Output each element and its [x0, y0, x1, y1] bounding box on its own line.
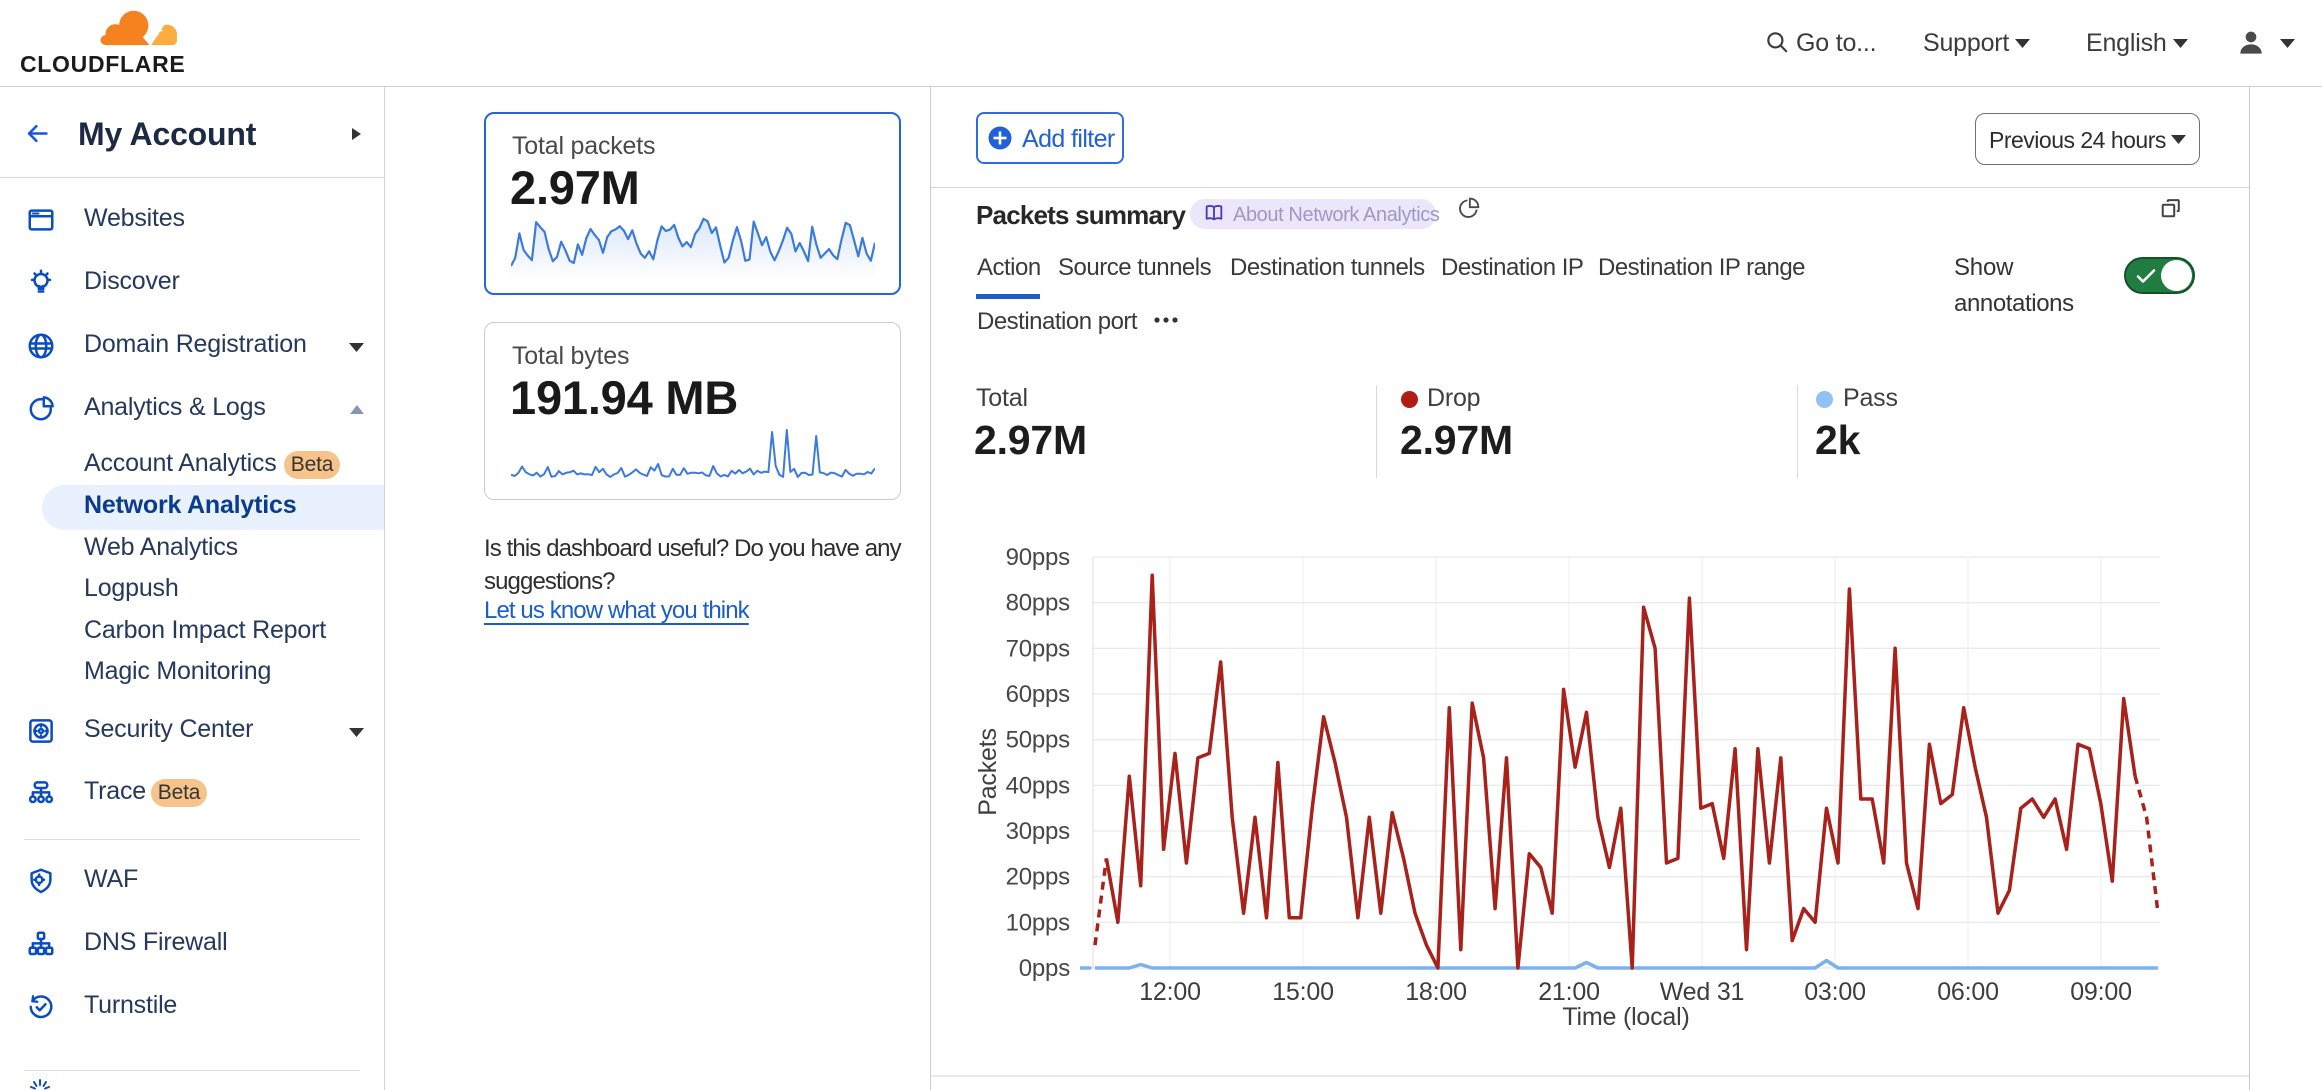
svg-text:60pps: 60pps — [1006, 681, 1071, 708]
svg-text:15:00: 15:00 — [1272, 978, 1334, 1006]
svg-text:Time (local): Time (local) — [1562, 1003, 1689, 1031]
svg-text:70pps: 70pps — [1006, 635, 1071, 662]
svg-text:40pps: 40pps — [1006, 772, 1071, 799]
svg-text:21:00: 21:00 — [1538, 978, 1600, 1006]
svg-text:90pps: 90pps — [1006, 544, 1071, 571]
svg-text:12:00: 12:00 — [1139, 978, 1201, 1006]
svg-text:30pps: 30pps — [1006, 818, 1071, 845]
svg-text:50pps: 50pps — [1006, 727, 1071, 754]
svg-text:18:00: 18:00 — [1405, 978, 1467, 1006]
svg-text:09:00: 09:00 — [2070, 978, 2132, 1006]
svg-text:Wed 31: Wed 31 — [1660, 978, 1745, 1006]
svg-text:10pps: 10pps — [1006, 909, 1071, 936]
svg-text:Packets: Packets — [974, 728, 1002, 816]
svg-text:20pps: 20pps — [1006, 864, 1071, 891]
svg-text:06:00: 06:00 — [1937, 978, 1999, 1006]
svg-text:03:00: 03:00 — [1804, 978, 1866, 1006]
svg-text:80pps: 80pps — [1006, 590, 1071, 617]
svg-text:0pps: 0pps — [1019, 955, 1070, 982]
